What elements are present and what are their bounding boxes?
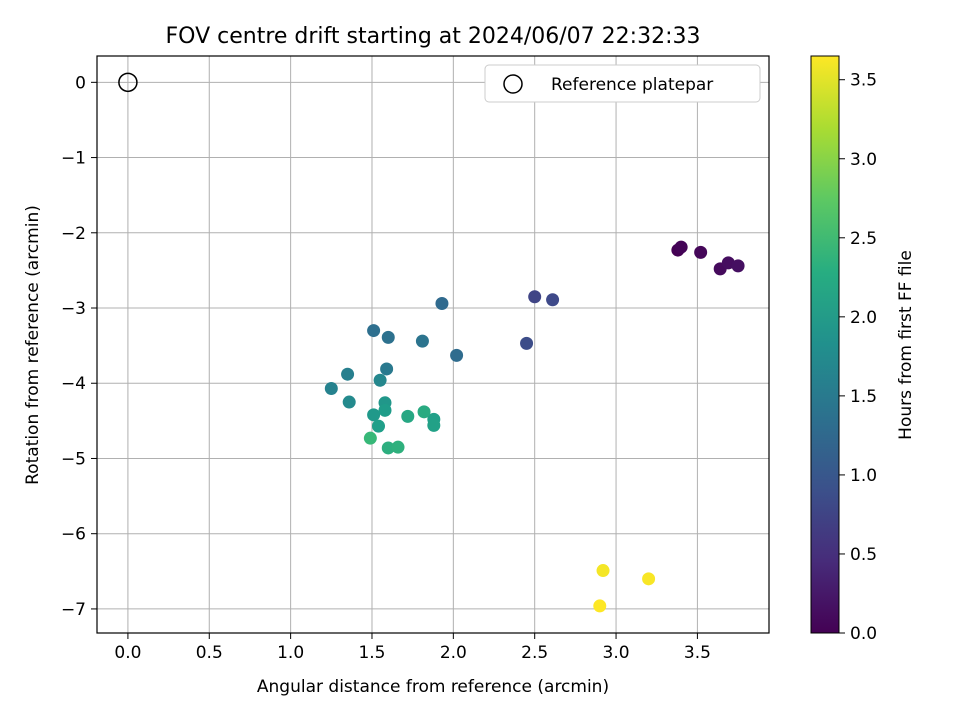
grid-lines <box>97 56 769 633</box>
x-tick-label: 0.0 <box>114 643 141 663</box>
y-tick-label: −3 <box>61 299 86 319</box>
legend-box <box>484 64 761 103</box>
x-tick-label: 2.0 <box>440 643 467 663</box>
data-point <box>381 330 395 344</box>
x-tick-label: 3.0 <box>603 643 630 663</box>
data-point <box>373 373 387 387</box>
colorbar-tick-label: 3.0 <box>850 150 877 170</box>
data-point <box>520 336 534 350</box>
colorbar-tick-label: 2.5 <box>850 229 877 249</box>
colorbar-ticks: 0.0 0.5 1.0 1.5 2.0 2.5 3.0 3.5 <box>839 71 877 644</box>
y-tick-label: −1 <box>61 149 86 169</box>
data-point <box>367 408 381 422</box>
data-point <box>593 599 607 613</box>
data-point <box>674 240 688 254</box>
plot-frame <box>96 55 770 634</box>
x-tick-label: 3.5 <box>684 643 711 663</box>
data-point <box>391 440 405 454</box>
data-point <box>378 403 392 417</box>
colorbar-tick-label: 1.0 <box>850 466 877 486</box>
y-axis-label: Rotation from reference (arcmin) <box>23 205 43 485</box>
data-point <box>381 441 395 455</box>
data-point <box>341 367 355 381</box>
data-point <box>401 409 415 423</box>
x-axis-ticks: 0.0 0.5 1.0 1.5 2.0 2.5 3.0 3.5 <box>114 633 711 663</box>
data-point <box>546 293 560 307</box>
x-tick-label: 0.5 <box>196 643 223 663</box>
y-axis-ticks: 0 −1 −2 −3 −4 −5 −6 −7 <box>61 73 97 620</box>
legend: Reference platepar <box>484 64 761 103</box>
data-point <box>342 395 356 409</box>
x-tick-label: 1.5 <box>358 643 385 663</box>
data-point <box>367 324 381 338</box>
data-point <box>417 405 431 419</box>
x-tick-label: 2.5 <box>521 643 548 663</box>
data-point <box>731 259 745 273</box>
data-point <box>415 334 429 348</box>
data-point <box>363 431 377 445</box>
reference-point-marker <box>118 72 138 93</box>
colorbar-gradient <box>810 55 840 634</box>
data-point <box>427 418 441 432</box>
y-tick-label: −7 <box>61 600 86 620</box>
y-tick-label: −4 <box>61 374 86 394</box>
data-points <box>118 72 745 613</box>
y-tick-label: 0 <box>75 73 86 93</box>
legend-marker-icon <box>503 74 523 94</box>
data-point <box>371 419 385 433</box>
x-axis-label: Angular distance from reference (arcmin) <box>257 677 609 697</box>
y-tick-label: −2 <box>61 224 86 244</box>
chart-title: FOV centre drift starting at 2024/06/07 … <box>166 24 701 49</box>
y-tick-label: −6 <box>61 525 86 545</box>
colorbar-tick-label: 0.0 <box>850 624 877 644</box>
legend-label: Reference platepar <box>551 75 713 95</box>
colorbar-tick-label: 2.0 <box>850 308 877 328</box>
data-point <box>721 256 735 270</box>
x-tick-label: 1.0 <box>277 643 304 663</box>
colorbar: 0.0 0.5 1.0 1.5 2.0 2.5 3.0 3.5 Hours from firs… <box>810 55 916 644</box>
colorbar-label: Hours from first FF file <box>896 250 916 440</box>
data-point <box>596 564 610 578</box>
data-point <box>435 297 449 311</box>
colorbar-tick-label: 1.5 <box>850 387 877 407</box>
y-tick-label: −5 <box>61 449 86 469</box>
colorbar-tick-label: 3.5 <box>850 71 877 91</box>
data-point <box>324 382 338 396</box>
data-point <box>380 362 394 376</box>
colorbar-tick-label: 0.5 <box>850 545 877 565</box>
data-point <box>528 290 542 304</box>
data-point <box>642 572 656 586</box>
data-point <box>694 245 708 259</box>
data-point <box>450 348 464 362</box>
